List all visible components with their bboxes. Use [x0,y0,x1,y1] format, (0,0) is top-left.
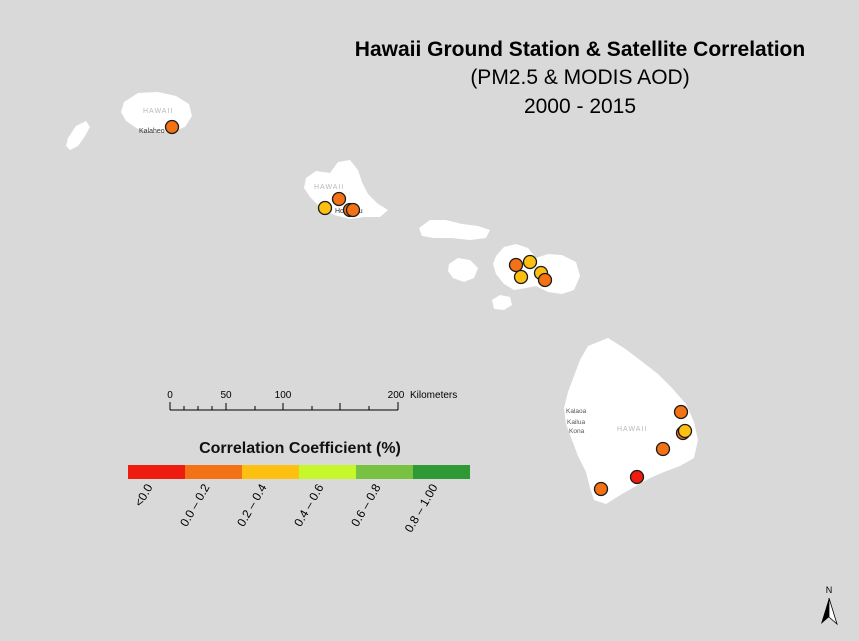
legend-swatch [128,465,185,479]
station-marker[interactable] [655,441,671,457]
legend-class-label: 0.4 – 0.6 [291,481,327,529]
scale-tick-label: 200 [388,390,405,401]
legend-swatch [413,465,470,479]
station-marker[interactable] [522,254,538,270]
station-marker[interactable] [677,423,693,439]
north-arrow-label: N [826,585,833,595]
station-marker[interactable] [345,202,361,218]
station-marker[interactable] [331,191,347,207]
island-molokai [419,220,490,240]
legend-class-label: 0.0 – 0.2 [177,481,213,529]
legend-class-label: 0.2 – 0.4 [234,481,270,529]
island-niihau [66,121,90,150]
legend-class-label: 0.6 – 0.8 [348,481,384,529]
big-island-name-label: HAWAII [617,426,647,433]
station-marker[interactable] [513,269,529,285]
scale-unit-label: Kilometers [410,390,457,401]
kona-label-kalaoa: Kalaoa [566,408,587,415]
scale-tick-label: 0 [167,390,173,401]
north-arrow: N [821,585,838,626]
map-title-line-3: 2000 - 2015 [523,95,637,118]
legend: <0.0 0.0 – 0.2 0.2 – 0.4 0.4 – 0.6 0.6 – 0.8… [128,465,470,535]
island-lanai [448,258,478,282]
legend-swatch [242,465,299,479]
scale-bar-line [169,402,399,411]
station-marker[interactable] [629,469,645,485]
north-arrow-icon [821,597,838,626]
island-hawaii [564,338,698,504]
legend-swatch [299,465,356,479]
station-marker[interactable] [164,119,180,135]
legend-class-label: <0.0 [132,481,156,509]
map-title-line-1: Hawaii Ground Station & Satellite Correl… [354,38,806,61]
kauai-town-label: Kalaheo [139,128,165,135]
map-title-line-2: (PM2.5 & MODIS AOD) [470,66,690,89]
legend-class-label: 0.8 – 1.00 [402,481,441,535]
scale-tick-label: 50 [220,390,232,401]
islands-layer [66,92,698,504]
station-marker[interactable] [537,272,553,288]
stations-layer [164,119,693,497]
oahu-name-label: HAWAII [314,184,344,191]
island-kahoolawe [492,295,512,310]
map-title: Hawaii Ground Station & Satellite Correl… [330,36,830,122]
scale-tick-label: 100 [275,390,292,401]
station-marker[interactable] [593,481,609,497]
legend-swatch [185,465,242,479]
station-marker[interactable] [317,200,333,216]
scale-bar: 0 50 100 200 Kilometers [167,390,457,411]
kauai-name-label: HAWAII [143,108,173,115]
station-marker[interactable] [508,257,524,273]
legend-swatch [356,465,413,479]
station-marker[interactable] [673,404,689,420]
kona-label-kailua: Kailua [567,419,585,426]
kona-label-kona: Kona [569,428,585,435]
legend-title: Correlation Coefficient (%) [199,440,401,457]
